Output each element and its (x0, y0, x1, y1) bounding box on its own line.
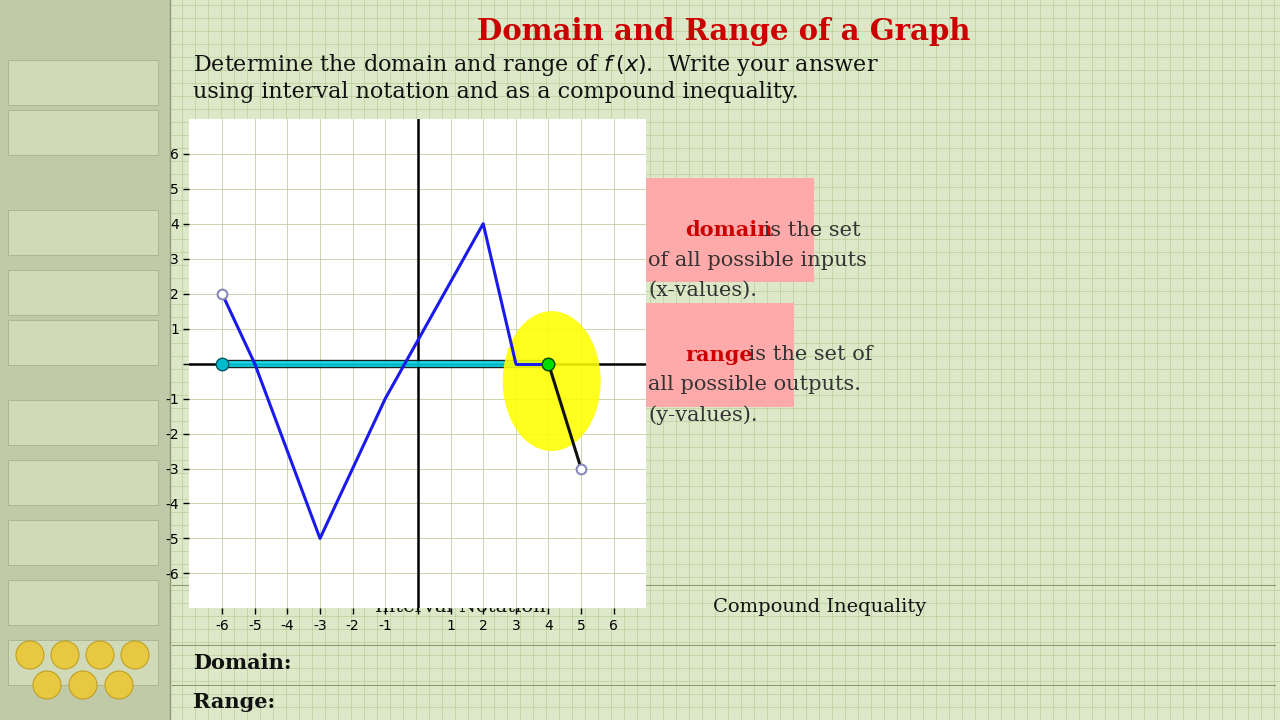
Circle shape (15, 641, 44, 669)
Text: domain: domain (685, 220, 773, 240)
Circle shape (105, 671, 133, 699)
Circle shape (33, 671, 61, 699)
FancyBboxPatch shape (8, 580, 157, 625)
FancyBboxPatch shape (8, 460, 157, 505)
Text: range: range (685, 345, 753, 365)
Text: of all possible inputs: of all possible inputs (648, 251, 867, 269)
FancyBboxPatch shape (8, 520, 157, 565)
Text: Domain and Range of a Graph: Domain and Range of a Graph (477, 17, 970, 47)
FancyBboxPatch shape (8, 60, 157, 105)
Circle shape (51, 641, 79, 669)
Text: all possible outputs.: all possible outputs. (648, 376, 861, 395)
Text: Domain:: Domain: (193, 653, 292, 673)
FancyBboxPatch shape (8, 110, 157, 155)
Text: is the set of: is the set of (742, 346, 873, 364)
Text: The: The (648, 346, 695, 364)
FancyBboxPatch shape (223, 361, 548, 366)
FancyBboxPatch shape (8, 320, 157, 365)
FancyBboxPatch shape (8, 210, 157, 255)
Text: The: The (648, 220, 695, 240)
FancyBboxPatch shape (8, 270, 157, 315)
Text: using interval notation and as a compound inequality.: using interval notation and as a compoun… (193, 81, 799, 103)
Text: Compound Inequality: Compound Inequality (713, 598, 927, 616)
Text: is the set: is the set (756, 220, 860, 240)
Ellipse shape (503, 311, 600, 451)
Circle shape (69, 671, 97, 699)
FancyBboxPatch shape (8, 640, 157, 685)
Text: (x-values).: (x-values). (648, 281, 756, 300)
Circle shape (86, 641, 114, 669)
Text: Interval Notation: Interval Notation (375, 598, 545, 616)
Text: Determine the domain and range of $f\,(x)$.  Write your answer: Determine the domain and range of $f\,(x… (193, 52, 879, 78)
FancyBboxPatch shape (0, 0, 170, 720)
Circle shape (122, 641, 148, 669)
Text: Range:: Range: (193, 692, 275, 712)
Text: (y-values).: (y-values). (648, 405, 758, 425)
FancyBboxPatch shape (8, 400, 157, 445)
